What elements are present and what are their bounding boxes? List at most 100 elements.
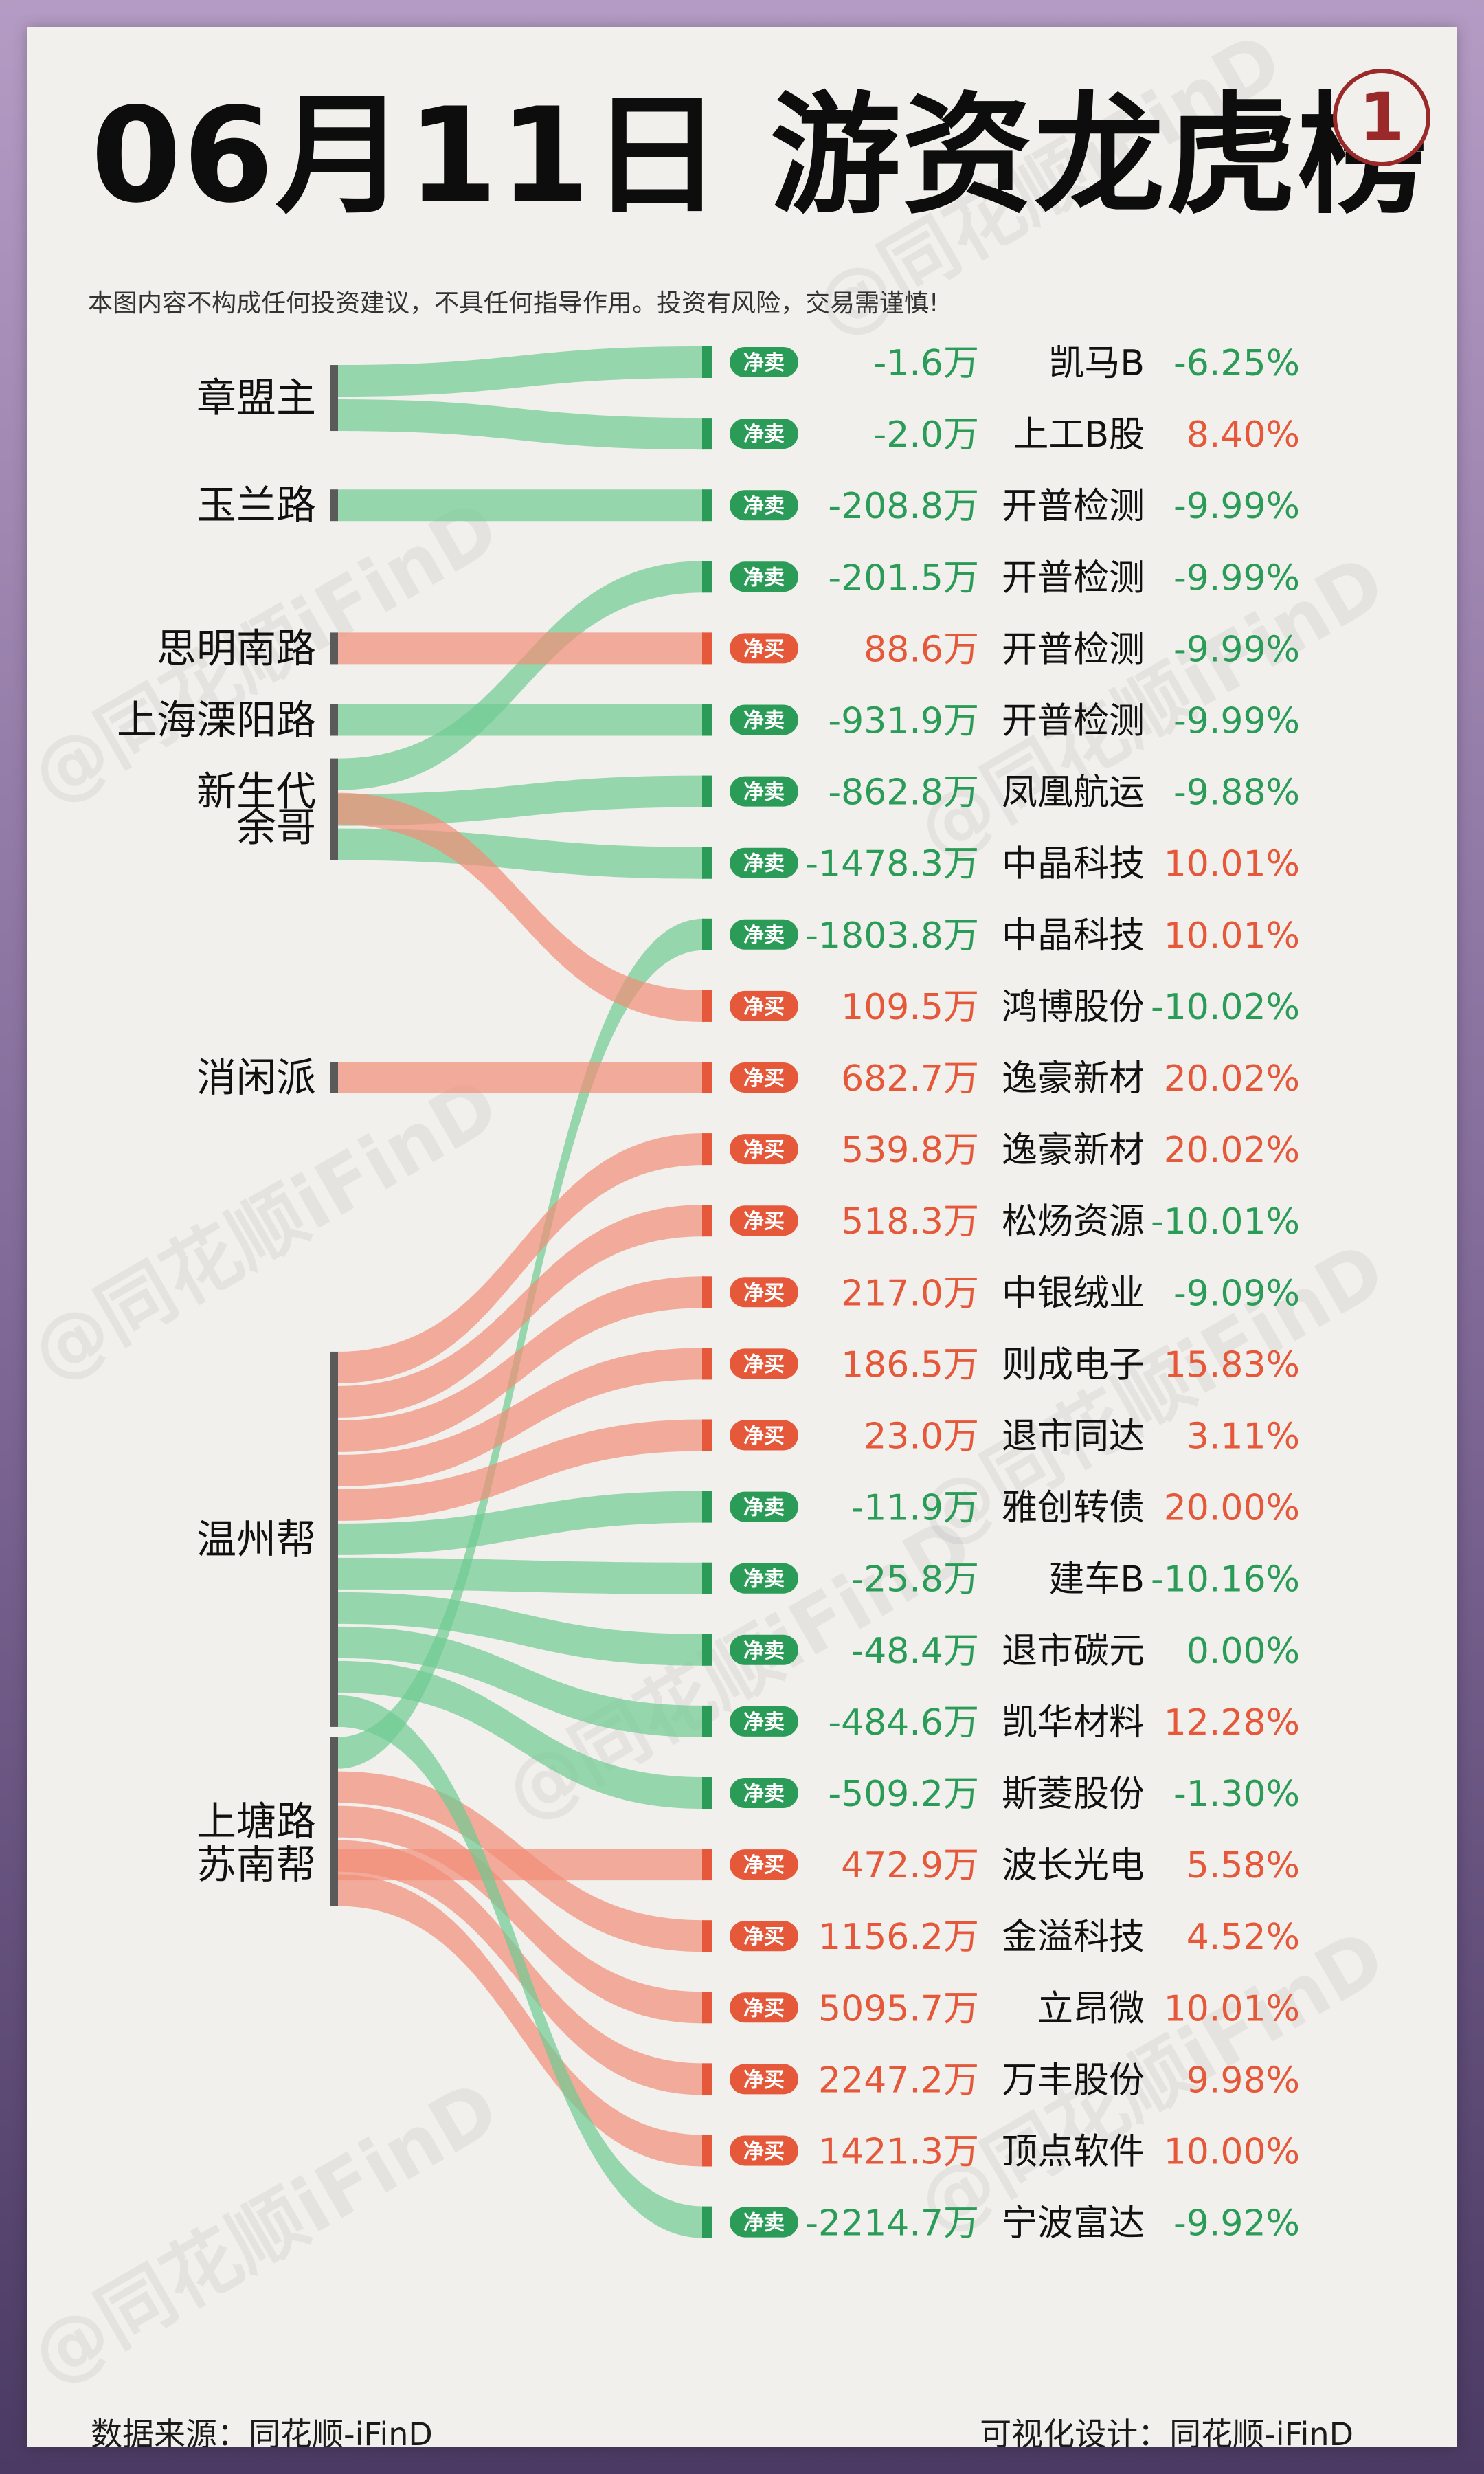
action-tag-label: 净买	[743, 1352, 785, 1377]
net-amount: -1478.3万	[805, 844, 979, 885]
price-change: -9.92%	[1173, 2203, 1300, 2244]
net-amount: 682.7万	[841, 1058, 979, 1100]
stock-name: 凯马B	[1048, 343, 1145, 384]
net-amount: 2247.2万	[818, 2060, 979, 2101]
stock-name: 金溢科技	[1002, 1917, 1145, 1958]
stock-name: 逸豪新材	[1002, 1058, 1145, 1100]
action-tag	[730, 490, 798, 521]
row-marker	[702, 1705, 712, 1737]
price-change: -10.16%	[1151, 1559, 1300, 1601]
price-change: 12.28%	[1164, 1702, 1300, 1743]
action-tag-label: 净卖	[743, 351, 785, 375]
net-amount: 186.5万	[841, 1344, 979, 1385]
action-tag-label: 净买	[743, 1281, 785, 1305]
net-amount: -2.0万	[874, 414, 979, 456]
action-tag-label: 净买	[743, 1138, 785, 1162]
flow-上塘路-中晶科技	[338, 918, 704, 1769]
stock-name: 建车B	[1048, 1559, 1145, 1601]
chart-card: @同花顺iFinD @同花顺iFinD @同花顺iFinD @同花顺iFinD …	[27, 27, 1457, 2447]
action-tag-label: 净买	[743, 2068, 785, 2092]
price-change: 4.52%	[1187, 1917, 1300, 1958]
group-label: 新生代	[196, 768, 316, 815]
footer-source: 数据来源：同花顺-iFinD	[91, 2416, 433, 2447]
row-marker	[702, 1562, 712, 1594]
row-marker	[702, 775, 712, 807]
flow-上塘路-顶点软件	[338, 1874, 704, 2167]
action-tag-label: 净卖	[743, 852, 785, 876]
action-tag-label: 净卖	[743, 494, 785, 518]
flow-上塘路-金溢科技	[338, 1771, 704, 1952]
group-bar	[330, 632, 338, 665]
action-tag-label: 净卖	[743, 566, 785, 590]
group-label: 章盟主	[196, 375, 316, 421]
action-tag	[730, 1634, 798, 1665]
action-tag	[730, 776, 798, 807]
group-label: 苏南帮	[196, 1841, 316, 1888]
stock-name: 退市碳元	[1002, 1631, 1145, 1672]
price-change: 5.58%	[1187, 1845, 1300, 1886]
flow-思明南路-开普检测	[338, 632, 704, 665]
row-marker	[702, 1276, 712, 1308]
price-change: 20.00%	[1164, 1488, 1300, 1529]
row-marker	[702, 1419, 712, 1451]
row-marker	[702, 918, 712, 950]
action-tag	[730, 1921, 798, 1952]
action-tag-label: 净卖	[743, 1639, 785, 1663]
net-amount: 5095.7万	[818, 1988, 979, 2029]
net-amount: -48.4万	[851, 1631, 979, 1672]
price-change: -10.01%	[1151, 1201, 1300, 1242]
row-marker	[702, 704, 712, 736]
group-label: 玉兰路	[196, 482, 316, 528]
action-tag-label: 净卖	[743, 1496, 785, 1520]
flow-温州帮-宁波富达	[338, 1695, 704, 2238]
stock-name: 波长光电	[1002, 1845, 1145, 1886]
flow-新生代-开普检测	[338, 561, 704, 790]
flow-温州帮-退市同达	[338, 1419, 704, 1521]
row-marker	[702, 2135, 712, 2167]
action-tag-label: 净卖	[743, 1782, 785, 1806]
disclaimer-text: 本图内容不构成任何投资建议，不具任何指导作用。投资有风险，交易需谨慎!	[88, 289, 939, 317]
row-marker	[702, 990, 712, 1022]
row-marker	[702, 561, 712, 593]
action-tag	[730, 1491, 798, 1522]
action-tag	[730, 1849, 798, 1880]
stock-name: 宁波富达	[1002, 2203, 1145, 2244]
stock-name: 中晶科技	[1002, 844, 1145, 885]
stock-name: 开普检测	[1002, 701, 1145, 742]
flow-章盟主-凯马B	[338, 346, 704, 397]
row-marker	[702, 1992, 712, 2024]
net-amount: 1156.2万	[818, 1917, 979, 1958]
stock-name: 松炀资源	[1002, 1201, 1145, 1242]
price-change: -6.25%	[1173, 343, 1300, 384]
net-amount: -509.2万	[828, 1774, 979, 1815]
action-tag-label: 净卖	[743, 781, 785, 805]
row-marker	[702, 418, 712, 450]
stock-name: 立昂微	[1037, 1988, 1145, 2029]
action-tag	[730, 1277, 798, 1308]
action-tag-label: 净买	[743, 1925, 785, 1949]
row-marker	[702, 2206, 712, 2238]
price-change: -9.99%	[1173, 629, 1300, 670]
net-amount: -931.9万	[828, 701, 979, 742]
flow-温州帮-凯华材料	[338, 1626, 704, 1737]
stock-name: 顶点软件	[1002, 2132, 1145, 2173]
row-marker	[702, 1634, 712, 1666]
group-label: 思明南路	[157, 625, 316, 671]
flow-消闲派-逸豪新材	[338, 1062, 704, 1093]
group-bar	[330, 1737, 338, 1906]
group-bar	[330, 1351, 338, 1727]
flow-新生代-鸿博股份	[338, 792, 704, 1022]
group-label: 消闲派	[196, 1054, 316, 1101]
group-bar	[330, 704, 338, 736]
action-tag	[730, 561, 798, 592]
action-tag	[730, 2207, 798, 2238]
group-label: 温州帮	[196, 1516, 316, 1563]
action-tag-label: 净买	[743, 1996, 785, 2020]
price-change: 10.00%	[1164, 2132, 1300, 2173]
row-marker	[702, 346, 712, 378]
action-tag	[730, 990, 798, 1021]
action-tag-label: 净买	[743, 995, 785, 1019]
net-amount: 518.3万	[841, 1201, 979, 1242]
action-tag-label: 净买	[743, 1853, 785, 1877]
group-label: 上海溧阳路	[117, 697, 316, 744]
